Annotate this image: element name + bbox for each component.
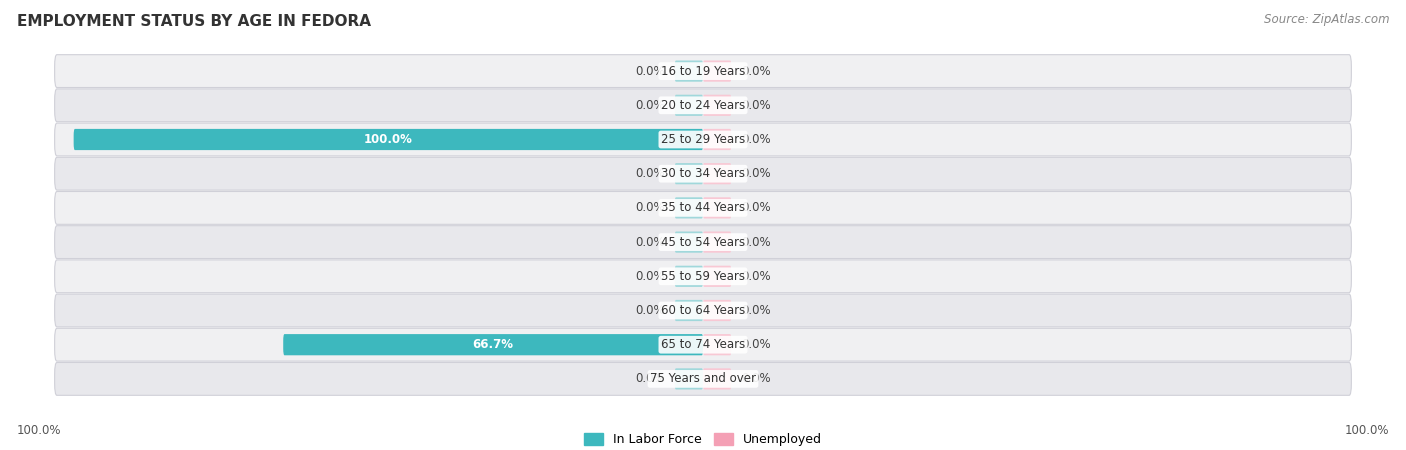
Text: 0.0%: 0.0% bbox=[741, 167, 770, 180]
Text: 0.0%: 0.0% bbox=[636, 304, 665, 317]
Text: 0.0%: 0.0% bbox=[636, 236, 665, 248]
Text: 0.0%: 0.0% bbox=[741, 373, 770, 385]
FancyBboxPatch shape bbox=[703, 60, 731, 82]
FancyBboxPatch shape bbox=[675, 368, 703, 390]
FancyBboxPatch shape bbox=[73, 129, 703, 150]
Text: 55 to 59 Years: 55 to 59 Years bbox=[661, 270, 745, 283]
FancyBboxPatch shape bbox=[675, 60, 703, 82]
Text: 30 to 34 Years: 30 to 34 Years bbox=[661, 167, 745, 180]
Legend: In Labor Force, Unemployed: In Labor Force, Unemployed bbox=[579, 428, 827, 450]
FancyBboxPatch shape bbox=[675, 197, 703, 219]
Text: 45 to 54 Years: 45 to 54 Years bbox=[661, 236, 745, 248]
FancyBboxPatch shape bbox=[703, 129, 731, 150]
Text: 25 to 29 Years: 25 to 29 Years bbox=[661, 133, 745, 146]
FancyBboxPatch shape bbox=[55, 363, 1351, 395]
Text: 0.0%: 0.0% bbox=[741, 338, 770, 351]
FancyBboxPatch shape bbox=[55, 192, 1351, 224]
FancyBboxPatch shape bbox=[55, 328, 1351, 361]
Text: 75 Years and over: 75 Years and over bbox=[650, 373, 756, 385]
Text: 100.0%: 100.0% bbox=[17, 423, 62, 436]
Text: 0.0%: 0.0% bbox=[636, 373, 665, 385]
FancyBboxPatch shape bbox=[703, 94, 731, 116]
Text: 0.0%: 0.0% bbox=[636, 167, 665, 180]
FancyBboxPatch shape bbox=[675, 163, 703, 184]
Text: 60 to 64 Years: 60 to 64 Years bbox=[661, 304, 745, 317]
Text: 16 to 19 Years: 16 to 19 Years bbox=[661, 65, 745, 77]
FancyBboxPatch shape bbox=[55, 123, 1351, 156]
Text: 0.0%: 0.0% bbox=[741, 202, 770, 214]
Text: 0.0%: 0.0% bbox=[636, 65, 665, 77]
Text: 0.0%: 0.0% bbox=[636, 99, 665, 112]
Text: 0.0%: 0.0% bbox=[741, 270, 770, 283]
FancyBboxPatch shape bbox=[703, 334, 731, 356]
FancyBboxPatch shape bbox=[703, 197, 731, 219]
FancyBboxPatch shape bbox=[703, 163, 731, 184]
Text: 0.0%: 0.0% bbox=[741, 65, 770, 77]
FancyBboxPatch shape bbox=[675, 300, 703, 321]
FancyBboxPatch shape bbox=[675, 231, 703, 253]
FancyBboxPatch shape bbox=[55, 89, 1351, 122]
Text: 100.0%: 100.0% bbox=[1344, 423, 1389, 436]
Text: 0.0%: 0.0% bbox=[741, 304, 770, 317]
Text: 66.7%: 66.7% bbox=[472, 338, 513, 351]
FancyBboxPatch shape bbox=[703, 231, 731, 253]
FancyBboxPatch shape bbox=[675, 94, 703, 116]
Text: 0.0%: 0.0% bbox=[741, 133, 770, 146]
Text: 0.0%: 0.0% bbox=[741, 236, 770, 248]
Text: 100.0%: 100.0% bbox=[364, 133, 413, 146]
Text: 20 to 24 Years: 20 to 24 Years bbox=[661, 99, 745, 112]
FancyBboxPatch shape bbox=[55, 260, 1351, 292]
Text: 0.0%: 0.0% bbox=[636, 270, 665, 283]
FancyBboxPatch shape bbox=[55, 294, 1351, 327]
Text: 65 to 74 Years: 65 to 74 Years bbox=[661, 338, 745, 351]
FancyBboxPatch shape bbox=[55, 55, 1351, 87]
FancyBboxPatch shape bbox=[703, 368, 731, 390]
Text: 0.0%: 0.0% bbox=[741, 99, 770, 112]
Text: Source: ZipAtlas.com: Source: ZipAtlas.com bbox=[1264, 14, 1389, 27]
FancyBboxPatch shape bbox=[283, 334, 703, 356]
Text: 0.0%: 0.0% bbox=[636, 202, 665, 214]
FancyBboxPatch shape bbox=[703, 300, 731, 321]
FancyBboxPatch shape bbox=[55, 158, 1351, 190]
Text: EMPLOYMENT STATUS BY AGE IN FEDORA: EMPLOYMENT STATUS BY AGE IN FEDORA bbox=[17, 14, 371, 28]
Text: 35 to 44 Years: 35 to 44 Years bbox=[661, 202, 745, 214]
FancyBboxPatch shape bbox=[703, 266, 731, 287]
FancyBboxPatch shape bbox=[675, 266, 703, 287]
FancyBboxPatch shape bbox=[55, 226, 1351, 258]
